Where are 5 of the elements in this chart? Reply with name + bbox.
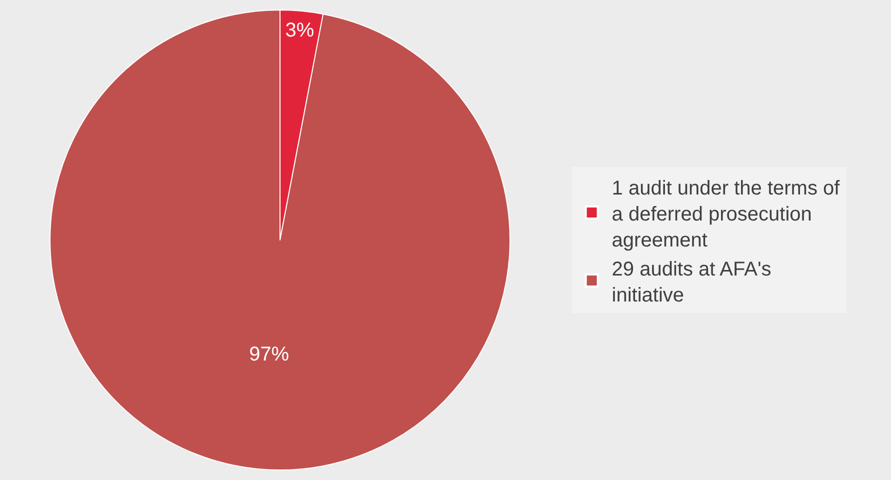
data-label: 97% (249, 343, 290, 366)
pie-slice (50, 10, 510, 470)
legend-label: 1 audit under the terms of a deferred prosecution agreement (612, 177, 840, 252)
data-label: 3% (285, 20, 314, 42)
legend-label: 29 audits at AFA's initiative (612, 258, 772, 306)
